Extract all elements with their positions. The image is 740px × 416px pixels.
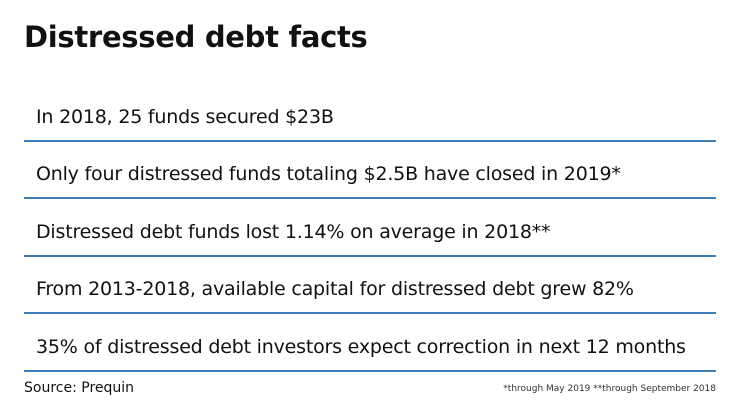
fact: Only four distressed funds totaling $2.5… xyxy=(24,142,716,199)
fact: In 2018, 25 funds secured $23B xyxy=(24,84,716,142)
fact: Distressed debt funds lost 1.14% on aver… xyxy=(24,199,716,257)
fact: 35% of distressed debt investors expect … xyxy=(24,314,716,372)
footnote: *through May 2019 **through September 20… xyxy=(503,384,716,394)
title: Distressed debt facts xyxy=(24,20,368,54)
fact-list: In 2018, 25 funds secured $23B Only four … xyxy=(24,84,716,372)
source: Source: Prequin xyxy=(24,380,135,396)
fact: From 2013-2018, available capital for di… xyxy=(24,257,716,314)
